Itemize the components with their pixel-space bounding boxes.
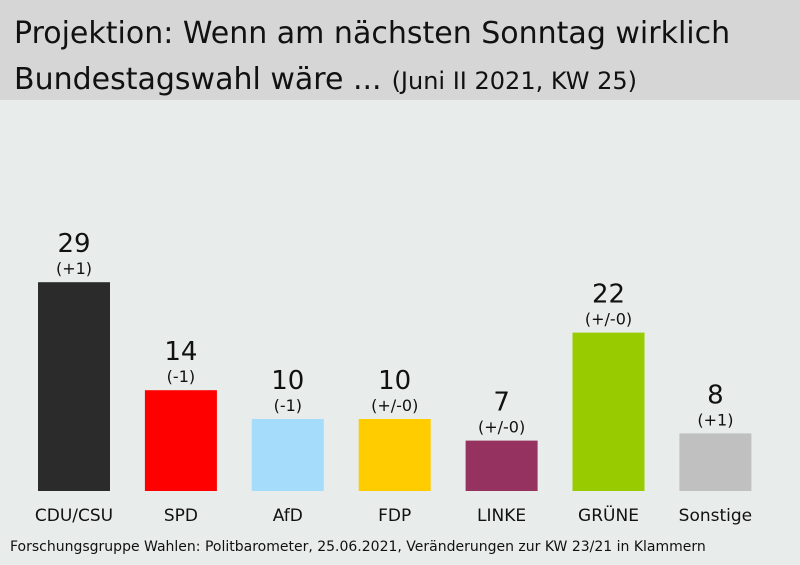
- value-label-spd: 14: [164, 337, 197, 367]
- value-label-sonstige: 8: [707, 380, 724, 410]
- category-label-cdu-csu: CDU/CSU: [35, 506, 113, 526]
- category-label-spd: SPD: [164, 506, 198, 526]
- chart-header: Projektion: Wenn am nächsten Sonntag wir…: [0, 0, 800, 100]
- chart-title-line-1: Projektion: Wenn am nächsten Sonntag wir…: [14, 16, 731, 51]
- chart-subtitle: (Juni II 2021, KW 25): [391, 67, 637, 95]
- bar-linke: [465, 440, 538, 491]
- value-label-cdu-csu: 29: [57, 229, 90, 259]
- bar-chart: 29(+1)CDU/CSU14(-1)SPD10(-1)AfD10(+/-0)F…: [35, 229, 752, 526]
- change-label-grüne: (+/-0): [585, 310, 632, 329]
- change-label-cdu-csu: (+1): [56, 259, 92, 278]
- chart-title-line-2: Bundestagswahl wäre ... (Juni II 2021, KW…: [14, 62, 637, 99]
- category-label-afd: AfD: [273, 506, 303, 526]
- value-label-linke: 7: [493, 388, 510, 418]
- bar-fdp: [358, 419, 431, 491]
- value-label-grüne: 22: [592, 280, 625, 310]
- category-label-fdp: FDP: [378, 506, 411, 526]
- bar-afd: [251, 419, 324, 491]
- bar-spd: [144, 390, 217, 491]
- source-note: Forschungsgruppe Wahlen: Politbarometer,…: [10, 539, 706, 555]
- change-label-sonstige: (+1): [697, 410, 733, 429]
- category-label-grüne: GRÜNE: [578, 504, 639, 526]
- change-label-linke: (+/-0): [478, 418, 525, 437]
- category-label-sonstige: Sonstige: [679, 506, 752, 526]
- change-label-fdp: (+/-0): [371, 396, 418, 415]
- category-label-linke: LINKE: [477, 506, 526, 526]
- value-label-afd: 10: [271, 366, 304, 396]
- chart-title-line-2-text: Bundestagswahl wäre ...: [14, 62, 382, 97]
- bar-cdu-csu: [38, 282, 110, 491]
- value-label-fdp: 10: [378, 366, 411, 396]
- bar-sonstige: [679, 433, 752, 491]
- change-label-afd: (-1): [274, 396, 302, 415]
- change-label-spd: (-1): [167, 367, 195, 386]
- bar-grüne: [572, 332, 645, 491]
